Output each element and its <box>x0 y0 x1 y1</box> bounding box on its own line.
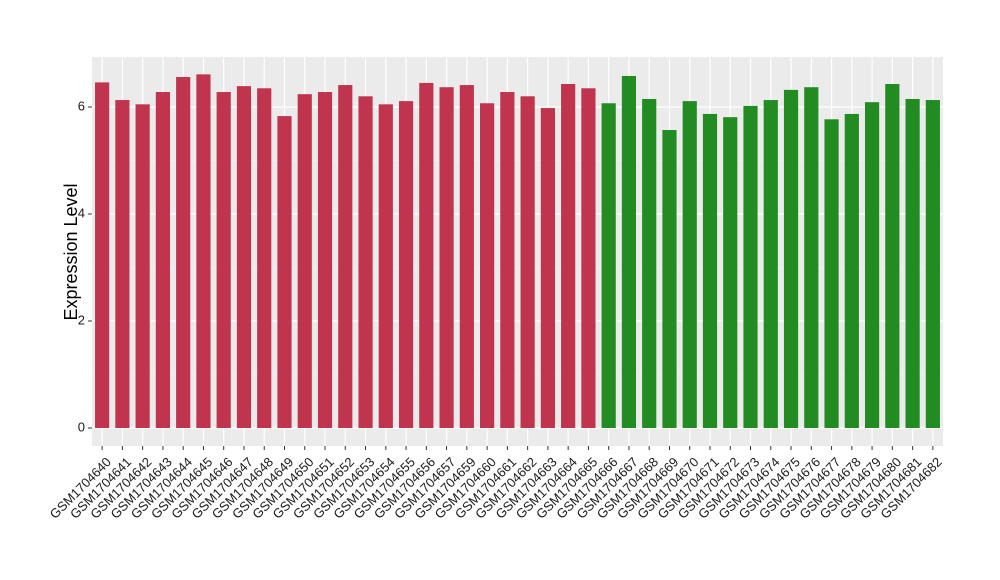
bar-GSM1704673 <box>743 105 758 429</box>
y-axis-title: Expression Level <box>61 183 81 320</box>
bar-GSM1704670 <box>682 101 697 429</box>
bar-GSM1704669 <box>662 130 677 428</box>
y-tick-label: 4 <box>78 205 85 220</box>
bars <box>95 74 940 429</box>
bar-GSM1704664 <box>561 83 576 429</box>
y-tick-label: 2 <box>78 312 85 327</box>
bar-GSM1704681 <box>905 98 920 428</box>
bar-GSM1704662 <box>520 96 535 429</box>
bar-GSM1704644 <box>176 77 191 428</box>
bar-GSM1704676 <box>804 87 819 428</box>
y-tick-label: 0 <box>78 419 85 434</box>
bar-GSM1704666 <box>601 103 616 428</box>
bar-GSM1704643 <box>155 92 171 429</box>
x-axis: GSM1704640GSM1704641GSM1704642GSM1704643… <box>47 446 945 522</box>
bar-GSM1704665 <box>581 88 596 429</box>
bar-GSM1704657 <box>439 87 454 428</box>
bar-GSM1704647 <box>236 86 252 428</box>
bar-GSM1704661 <box>500 92 515 429</box>
bar-GSM1704652 <box>338 85 353 428</box>
bar-GSM1704646 <box>216 92 231 429</box>
bar-GSM1704656 <box>419 82 434 429</box>
bar-GSM1704671 <box>702 113 718 428</box>
bar-GSM1704651 <box>317 92 333 429</box>
bar-GSM1704649 <box>277 116 292 428</box>
bar-GSM1704682 <box>925 100 940 429</box>
bar-GSM1704680 <box>885 83 900 429</box>
y-tick-label: 6 <box>78 98 85 113</box>
bar-GSM1704642 <box>135 104 150 428</box>
bar-GSM1704659 <box>459 85 474 428</box>
bar-GSM1704672 <box>723 117 738 428</box>
bar-GSM1704653 <box>358 96 373 429</box>
bar-GSM1704640 <box>95 82 110 428</box>
y-axis: 0 2 4 6 <box>78 98 92 434</box>
bar-GSM1704641 <box>115 100 130 429</box>
bar-GSM1704660 <box>480 103 495 428</box>
bar-GSM1704654 <box>378 104 393 428</box>
bar-GSM1704648 <box>257 88 272 429</box>
bar-GSM1704668 <box>642 98 657 428</box>
bar-GSM1704679 <box>864 102 880 428</box>
bar-GSM1704663 <box>540 108 555 428</box>
bar-GSM1704678 <box>844 113 859 428</box>
bar-GSM1704650 <box>297 94 312 428</box>
plot-panel <box>92 57 943 446</box>
bar-GSM1704655 <box>398 101 414 429</box>
bar-GSM1704675 <box>783 89 799 428</box>
bar-GSM1704674 <box>763 100 778 429</box>
bar-GSM1704667 <box>621 75 637 428</box>
bar-GSM1704645 <box>196 74 211 429</box>
bar-GSM1704677 <box>824 119 839 429</box>
